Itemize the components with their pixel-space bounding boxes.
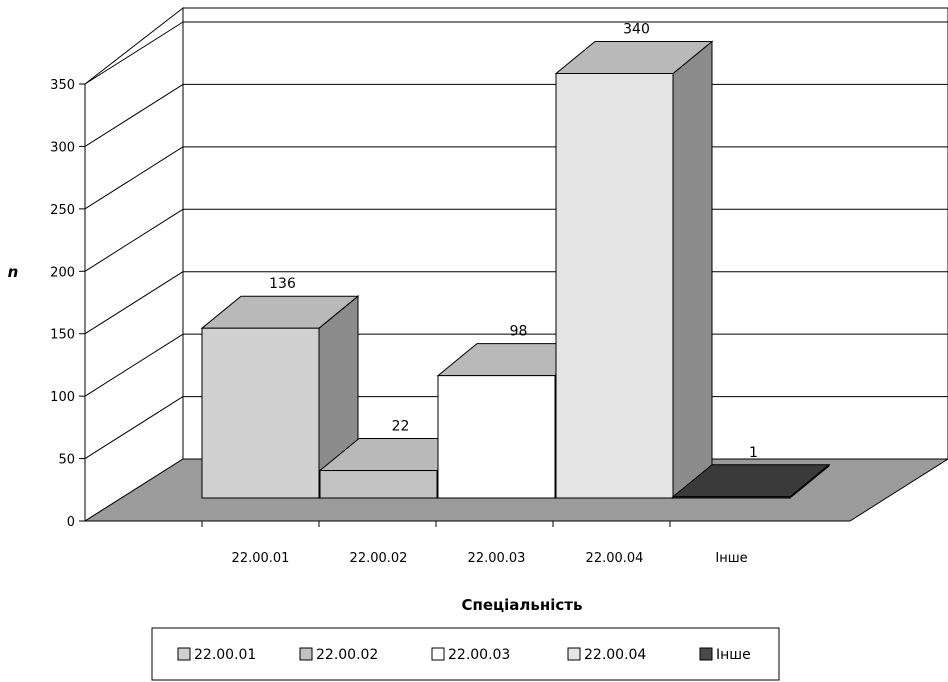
x-axis-categories: 22.00.01 22.00.02 22.00.03 22.00.04 Інше	[85, 520, 850, 566]
legend-item: 22.00.03	[431, 647, 510, 663]
data-label: 136	[269, 276, 296, 292]
y-tick-label: 250	[50, 203, 75, 218]
legend-item: 22.00.02	[299, 647, 378, 663]
y-axis-title: n	[8, 263, 19, 281]
bar-front	[437, 375, 556, 499]
bar-front	[555, 72, 674, 499]
legend-label: Інше	[716, 647, 751, 663]
y-tick-label: 150	[50, 328, 75, 343]
gridline-side	[84, 271, 184, 335]
legend-swatch	[177, 647, 191, 661]
x-tick-label: 22.00.03	[468, 551, 526, 566]
legend-swatch	[299, 647, 313, 661]
legend-label: 22.00.02	[316, 647, 378, 663]
data-label: 1	[749, 445, 758, 461]
side-wall	[84, 6, 184, 522]
x-tick-label: 22.00.02	[350, 551, 408, 566]
y-axis-ticks: 0 50 100 150 200 250 300 350	[50, 78, 86, 530]
bar-front	[319, 470, 438, 499]
legend-item: Інше	[699, 647, 751, 663]
bar	[318, 437, 478, 500]
gridline-side	[84, 396, 184, 459]
gridline-side	[84, 333, 184, 397]
bar-side	[672, 40, 713, 500]
bar-front	[672, 496, 791, 499]
legend-label: 22.00.01	[194, 647, 256, 663]
legend-swatch	[431, 647, 445, 661]
legend-item: 22.00.01	[177, 647, 256, 663]
bar	[554, 40, 714, 500]
legend: 22.00.01 22.00.02 22.00.03 22.00.04 Інше	[151, 627, 780, 681]
y-tick-label: 100	[50, 390, 75, 405]
data-label: 98	[510, 324, 528, 340]
y-tick-label: 50	[58, 453, 75, 468]
gridline-side	[84, 208, 184, 272]
x-tick-label: 22.00.01	[232, 551, 290, 566]
bars	[200, 40, 831, 500]
x-tick-label: Інше	[715, 551, 747, 566]
y-tick-label: 200	[50, 265, 75, 280]
legend-label: 22.00.03	[448, 647, 510, 663]
data-label: 22	[392, 419, 410, 435]
gridline-side	[84, 21, 184, 85]
data-labels: 136 22 98 340 1	[269, 21, 758, 460]
bar	[671, 463, 831, 500]
legend-label: 22.00.04	[584, 647, 646, 663]
y-tick-label: 300	[50, 140, 75, 155]
y-tick-label: 350	[50, 78, 75, 93]
y-tick-label: 0	[67, 515, 75, 530]
bar-front	[201, 327, 320, 499]
legend-swatch	[567, 647, 581, 661]
x-tick-label: 22.00.04	[586, 551, 644, 566]
legend-item: 22.00.04	[567, 647, 646, 663]
x-axis-title: Спеціальність	[462, 596, 583, 614]
data-label: 340	[623, 21, 650, 37]
legend-swatch	[699, 647, 713, 661]
gridline-side	[84, 84, 184, 147]
gridline-side	[84, 146, 184, 210]
